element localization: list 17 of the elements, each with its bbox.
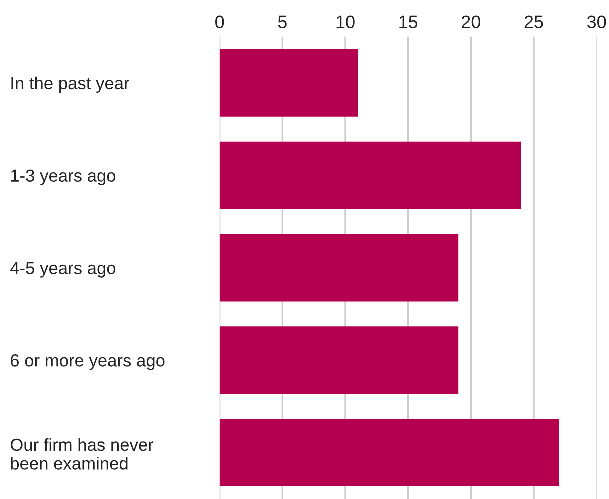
y-tick-label: Our firm has never been examined [10, 438, 154, 470]
y-tick-label: 4-5 years ago [10, 262, 116, 278]
bar [220, 419, 560, 487]
x-tick-label: 5 [278, 16, 287, 28]
bar [220, 326, 459, 394]
x-tick-label: 0 [216, 16, 224, 28]
y-tick-label: 1-3 years ago [11, 170, 116, 186]
x-tick-label: 30 [587, 16, 606, 28]
x-tick-label: 10 [336, 16, 355, 28]
y-tick-label: In the past year [12, 76, 130, 94]
bar [220, 234, 459, 302]
bar [220, 49, 358, 117]
bar [220, 142, 522, 210]
x-tick-label: 25 [524, 16, 544, 28]
x-tick-label: 20 [462, 16, 480, 28]
x-tick-label: 15 [400, 16, 418, 28]
y-tick-label: 6 or more years ago [11, 354, 165, 370]
